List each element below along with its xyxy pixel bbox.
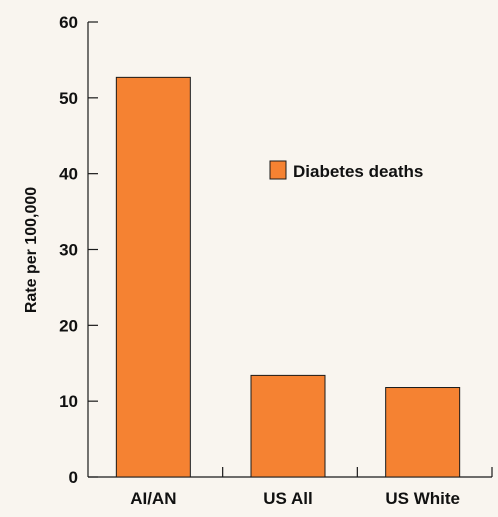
- y-tick-label: 40: [59, 165, 78, 184]
- y-tick-label: 30: [59, 241, 78, 260]
- y-tick-label: 0: [69, 468, 78, 487]
- x-tick-label: US White: [385, 489, 460, 508]
- y-tick-label: 60: [59, 13, 78, 32]
- y-tick-label: 10: [59, 392, 78, 411]
- y-axis-label: Rate per 100,000: [23, 187, 40, 313]
- y-tick-label: 20: [59, 316, 78, 335]
- bars: [115, 76, 461, 478]
- bar: [115, 76, 191, 478]
- x-tick-label: US All: [263, 489, 312, 508]
- legend-label: Diabetes deaths: [293, 162, 423, 181]
- bar: [250, 374, 326, 478]
- legend: Diabetes deaths: [269, 160, 423, 181]
- x-tick-label: AI/AN: [130, 489, 176, 508]
- y-tick-label: 50: [59, 89, 78, 108]
- bar: [385, 387, 461, 478]
- y-axis: 0 10 20 30 40 50 60: [59, 13, 98, 487]
- legend-swatch: [269, 160, 287, 180]
